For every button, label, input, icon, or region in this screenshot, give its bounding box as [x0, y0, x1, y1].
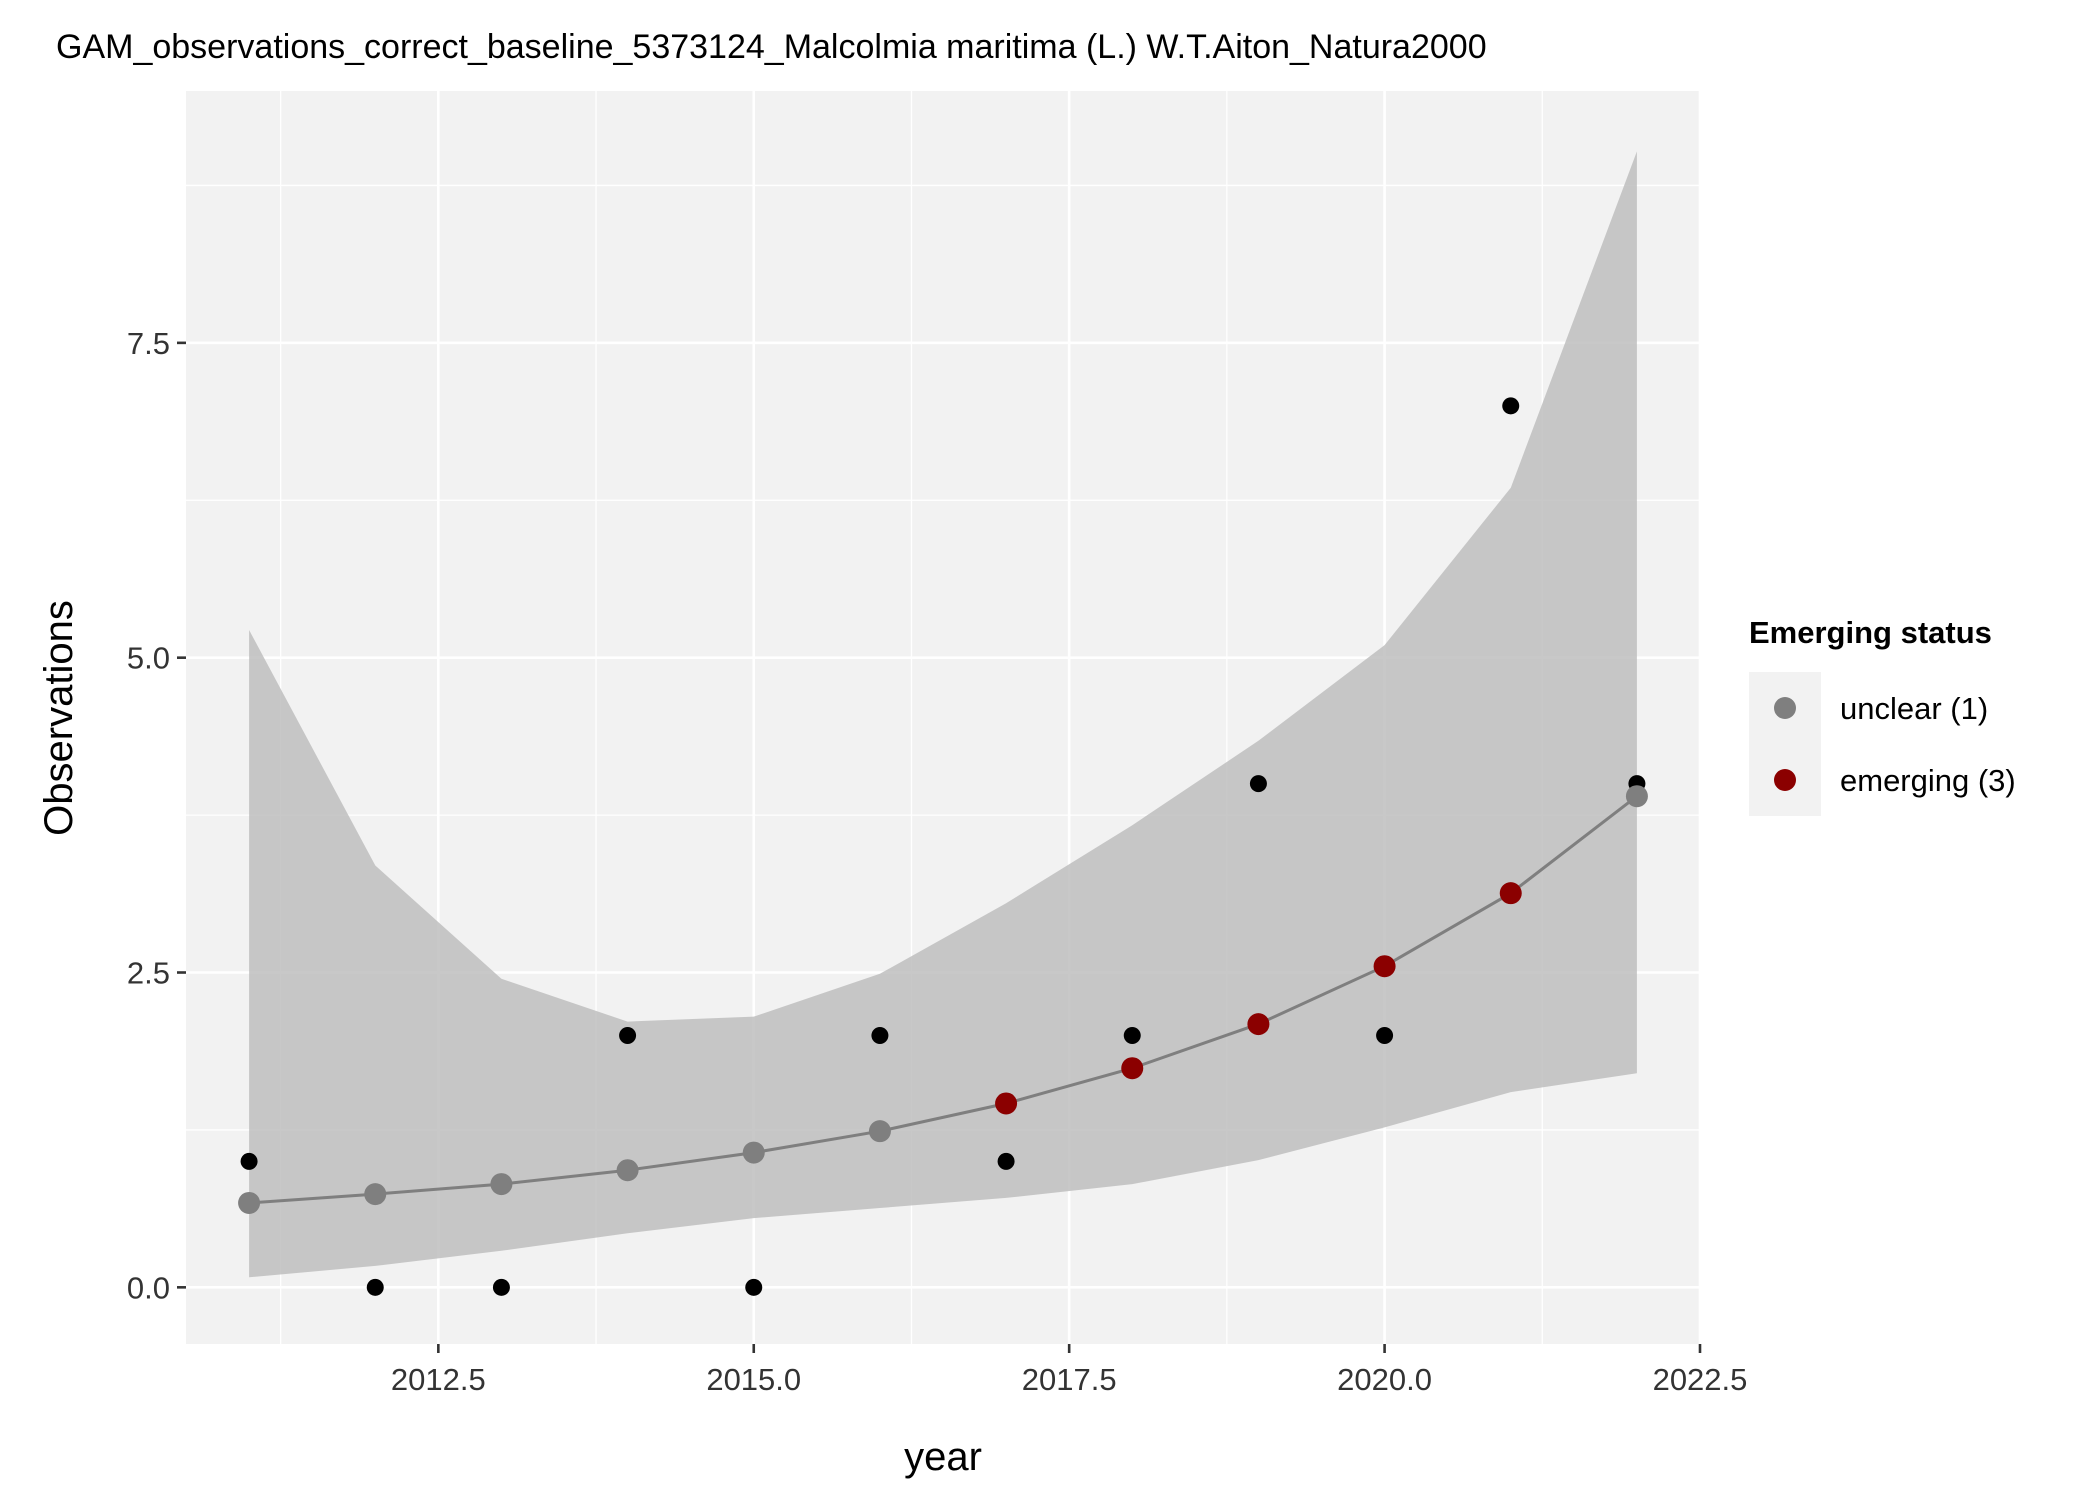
fit-point-unclear [616, 1159, 639, 1182]
y-tick-label: 7.5 [127, 326, 170, 361]
observed-point [1123, 1026, 1141, 1044]
y-tick-label: 2.5 [127, 956, 170, 991]
legend-label-unclear: unclear (1) [1840, 691, 1988, 726]
observed-point [619, 1026, 637, 1044]
x-axis: 2012.5 2015.0 2017.5 2020.0 2022.5 [391, 1344, 1747, 1397]
fit-point-unclear [364, 1183, 387, 1206]
observed-point [997, 1152, 1015, 1170]
fit-point-emerging [995, 1092, 1018, 1115]
x-tick-label: 2015.0 [706, 1362, 801, 1397]
legend-key-emerging [1774, 769, 1796, 791]
observed-point [745, 1278, 763, 1296]
observed-point [240, 1152, 258, 1170]
y-tick-label: 5.0 [127, 641, 170, 676]
fit-point-emerging [1373, 955, 1396, 978]
observed-point [366, 1278, 384, 1296]
x-tick-label: 2017.5 [1022, 1362, 1117, 1397]
observed-point [871, 1026, 889, 1044]
fit-point-unclear [1625, 785, 1648, 808]
y-axis: 0.0 2.5 5.0 7.5 [127, 326, 186, 1305]
fit-points [238, 785, 1648, 1214]
observed-point [1376, 1026, 1394, 1044]
legend-key-unclear [1774, 697, 1796, 719]
observed-point [492, 1278, 510, 1296]
x-tick-label: 2020.0 [1337, 1362, 1432, 1397]
x-axis-title: year [904, 1435, 982, 1479]
x-tick-label: 2012.5 [391, 1362, 486, 1397]
fit-point-emerging [1499, 882, 1522, 905]
confidence-ribbon [249, 151, 1637, 1278]
fit-point-unclear [490, 1173, 513, 1196]
y-axis-title: Observations [37, 600, 81, 836]
fit-line [248, 795, 1638, 1205]
observed-points [240, 397, 1646, 1296]
legend: Emerging status unclear (1) emerging (3) [1749, 615, 2016, 816]
fit-point-unclear [868, 1120, 891, 1143]
y-tick-label: 0.0 [127, 1270, 170, 1305]
fit-point-emerging [1121, 1057, 1144, 1080]
legend-key-background [1749, 672, 1821, 816]
fit-point-emerging [1247, 1013, 1270, 1036]
observed-point [1249, 775, 1267, 793]
fit-point-unclear [742, 1141, 765, 1164]
legend-title: Emerging status [1749, 615, 1992, 650]
observed-point [1502, 397, 1520, 415]
chart-title: GAM_observations_correct_baseline_537312… [56, 28, 1487, 66]
legend-label-emerging: emerging (3) [1840, 763, 2016, 798]
fit-point-unclear [238, 1191, 261, 1214]
x-tick-label: 2022.5 [1653, 1362, 1748, 1397]
